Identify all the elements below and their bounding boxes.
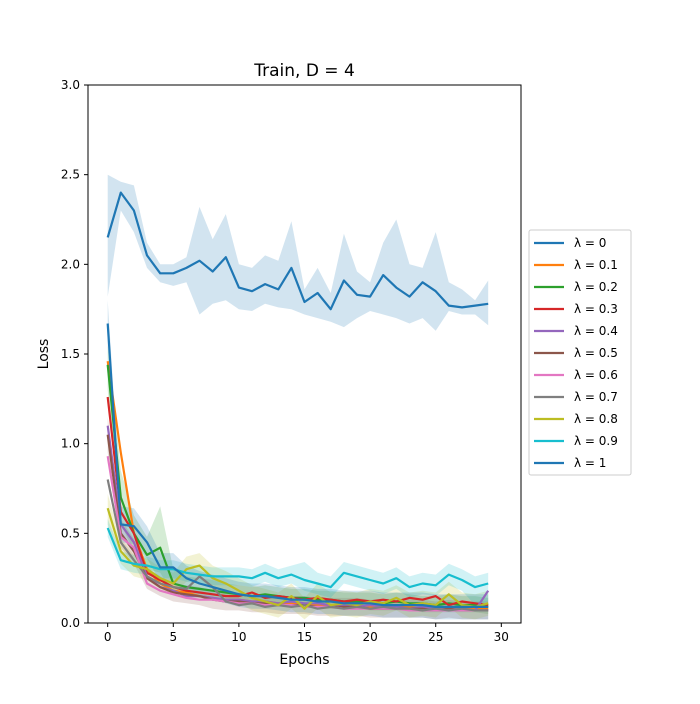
series-band-8 <box>107 493 489 620</box>
x-tick-label-2: 10 <box>231 630 246 644</box>
legend-label-7: λ = 0.7 <box>574 390 618 404</box>
series-line-7 <box>106 479 489 612</box>
plot-area <box>106 174 490 620</box>
y-tick-label-0: 0.0 <box>61 616 80 630</box>
x-tick-label-0: 0 <box>104 630 112 644</box>
y-tick-label-1: 0.5 <box>61 526 80 540</box>
legend-label-3: λ = 0.3 <box>574 302 618 316</box>
legend-label-8: λ = 0.8 <box>574 412 618 426</box>
series-line-9 <box>106 527 489 589</box>
legend-label-1: λ = 0.1 <box>574 258 618 272</box>
y-axis: 0.0 0.5 1.0 1.5 2.0 2.5 3.0 <box>61 78 88 630</box>
y-tick-label-3: 1.5 <box>61 347 80 361</box>
x-axis: 0 5 10 15 20 25 30 <box>104 623 509 644</box>
series-band-0 <box>107 174 489 331</box>
series-line-8 <box>106 507 489 610</box>
legend-label-2: λ = 0.2 <box>574 280 618 294</box>
x-axis-label: Epochs <box>279 652 329 668</box>
x-tick-label-1: 5 <box>169 630 177 644</box>
y-tick-label-2: 1.0 <box>61 437 80 451</box>
x-tick-label-4: 20 <box>362 630 377 644</box>
x-tick-label-3: 15 <box>297 630 312 644</box>
legend-label-5: λ = 0.5 <box>574 346 618 360</box>
legend-label-9: λ = 0.9 <box>574 434 618 448</box>
legend-label-10: λ = 1 <box>574 456 606 470</box>
legend-label-6: λ = 0.6 <box>574 368 618 382</box>
legend-frame <box>528 229 632 476</box>
x-tick-label-6: 30 <box>494 630 509 644</box>
line-layer <box>106 191 490 612</box>
y-tick-label-6: 3.0 <box>61 78 80 92</box>
series-line-10 <box>106 323 489 609</box>
legend-label-4: λ = 0.4 <box>574 324 618 338</box>
y-tick-label-5: 2.5 <box>61 168 80 182</box>
x-tick-label-5: 25 <box>428 630 443 644</box>
legend: λ = 0 λ = 0.1 λ = 0.2 λ = 0.3 λ = 0.4 λ = 0.5… <box>528 229 632 476</box>
legend-label-0: λ = 0 <box>574 236 606 250</box>
chart-title: Train, D = 4 <box>253 61 355 81</box>
y-axis-label: Loss <box>36 339 52 370</box>
series-line-0 <box>106 191 489 311</box>
y-tick-label-4: 2.0 <box>61 257 80 271</box>
